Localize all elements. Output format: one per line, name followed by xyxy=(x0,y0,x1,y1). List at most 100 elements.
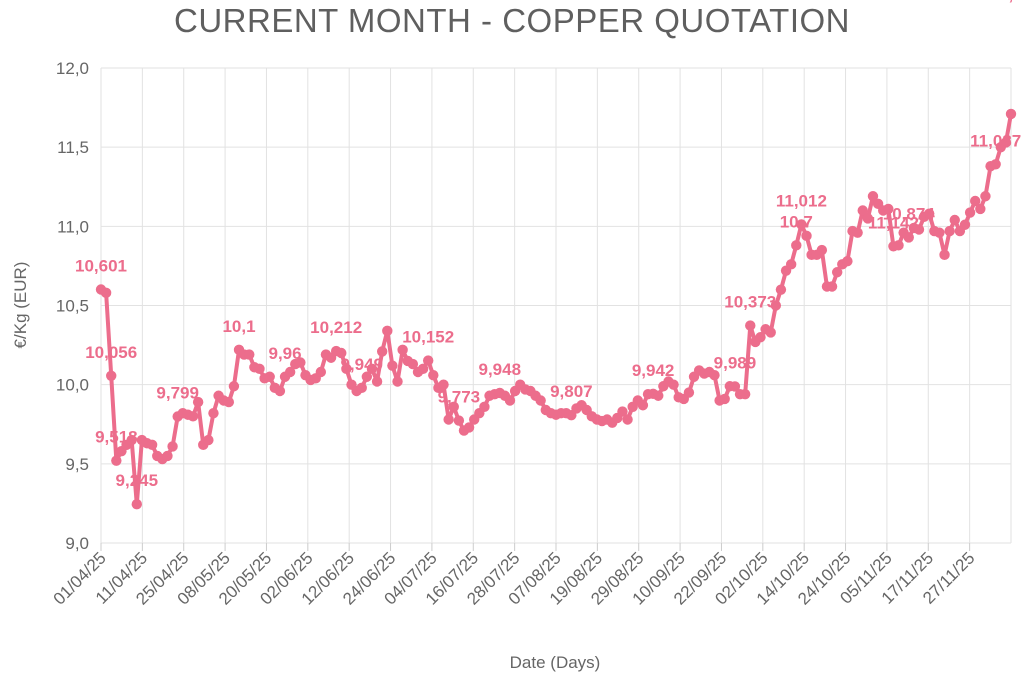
data-point xyxy=(729,381,741,392)
data-label: 11,012 xyxy=(776,191,827,210)
data-point xyxy=(791,240,802,251)
data-point xyxy=(438,379,449,390)
data-point xyxy=(336,347,347,359)
data-point xyxy=(944,225,955,237)
data-point xyxy=(443,414,454,425)
data-point xyxy=(831,267,843,278)
data-point xyxy=(387,360,398,371)
data-point xyxy=(146,439,158,451)
data-point xyxy=(264,371,275,382)
data-point xyxy=(366,363,378,375)
data-point xyxy=(453,415,465,426)
data-point xyxy=(371,376,383,387)
data-label: 9,807 xyxy=(550,382,593,401)
data-point xyxy=(187,411,199,422)
data-point xyxy=(970,195,981,207)
y-tick-label: 9,5 xyxy=(65,455,89,474)
data-label-layer: 10,601 10,056 9,518 9,245 9,799 10,1 9,96 10,21… xyxy=(75,0,1024,490)
data-label: 10,874 xyxy=(883,204,936,223)
data-point xyxy=(162,450,173,462)
data-point xyxy=(668,379,679,390)
data-label: 10,7 xyxy=(780,212,813,231)
data-point xyxy=(796,219,807,230)
data-point xyxy=(417,363,429,375)
data-point xyxy=(341,363,352,375)
data-point-layer xyxy=(95,108,1017,510)
data-point xyxy=(924,208,935,219)
data-point xyxy=(192,396,204,408)
data-label: 9,989 xyxy=(714,353,757,372)
data-point xyxy=(934,227,945,238)
data-point xyxy=(208,407,219,419)
data-label: 9,518 xyxy=(95,428,138,447)
data-label: 9,245 xyxy=(116,471,159,490)
data-point xyxy=(893,240,904,251)
y-tick-label: 11,0 xyxy=(57,217,89,236)
data-point xyxy=(842,255,853,267)
data-point xyxy=(407,358,419,370)
data-label: 9,96 xyxy=(268,344,301,363)
data-point xyxy=(801,230,812,242)
data-point xyxy=(719,393,730,405)
data-point xyxy=(479,401,490,413)
y-tick-label: 10,5 xyxy=(56,297,89,316)
data-point xyxy=(826,281,838,292)
x-axis-title: Date (Days) xyxy=(510,653,601,672)
data-point xyxy=(203,434,214,446)
data-point xyxy=(504,395,516,406)
data-label: 9,942 xyxy=(632,361,675,380)
data-label: 9,773 xyxy=(438,388,481,407)
data-label: 11,71 xyxy=(1011,0,1024,4)
data-point xyxy=(356,382,367,394)
data-point xyxy=(980,191,991,202)
data-point xyxy=(131,499,142,510)
data-point xyxy=(100,287,112,299)
data-point xyxy=(959,219,971,230)
data-point xyxy=(622,414,633,425)
data-point xyxy=(244,349,255,360)
data-point xyxy=(964,207,976,218)
data-point xyxy=(111,455,122,466)
data-point xyxy=(106,370,117,381)
data-point xyxy=(315,366,327,378)
data-point xyxy=(361,371,373,382)
data-point xyxy=(274,385,286,397)
data-label: 11,392 xyxy=(991,0,1024,4)
data-label: 10,056 xyxy=(85,343,137,362)
data-point xyxy=(254,363,265,375)
data-point xyxy=(1000,137,1012,148)
data-point xyxy=(295,357,306,368)
data-point xyxy=(228,381,240,392)
y-axis-title: €/Kg (EUR) xyxy=(11,262,30,349)
chart-title: CURRENT MONTH - COPPER QUOTATION xyxy=(174,2,850,39)
data-label: 9,799 xyxy=(156,383,199,402)
data-point xyxy=(284,366,296,378)
data-point xyxy=(535,395,546,406)
grid-layer xyxy=(100,67,1012,544)
data-point xyxy=(653,390,664,401)
y-tick-label: 12,0 xyxy=(56,59,89,78)
data-point xyxy=(770,300,782,311)
data-point xyxy=(428,369,439,381)
data-point xyxy=(739,388,751,400)
data-point xyxy=(745,320,756,331)
data-point xyxy=(683,387,695,398)
data-point xyxy=(867,191,879,202)
data-point xyxy=(126,434,137,446)
data-point xyxy=(376,346,388,357)
data-label: 9,949 xyxy=(340,355,383,374)
data-point xyxy=(949,214,960,226)
data-label: 9,948 xyxy=(478,360,521,379)
data-label: 10,152 xyxy=(402,328,454,347)
data-label: 10,212 xyxy=(310,318,362,337)
data-point xyxy=(857,205,868,216)
data-point xyxy=(975,203,986,215)
data-point xyxy=(422,355,434,366)
data-label: 11,142 xyxy=(868,213,919,232)
data-point xyxy=(852,227,863,238)
data-point xyxy=(448,401,459,413)
y-tick-label: 11,5 xyxy=(57,138,89,157)
data-point xyxy=(862,213,874,224)
data-label: 10,1 xyxy=(222,317,255,336)
